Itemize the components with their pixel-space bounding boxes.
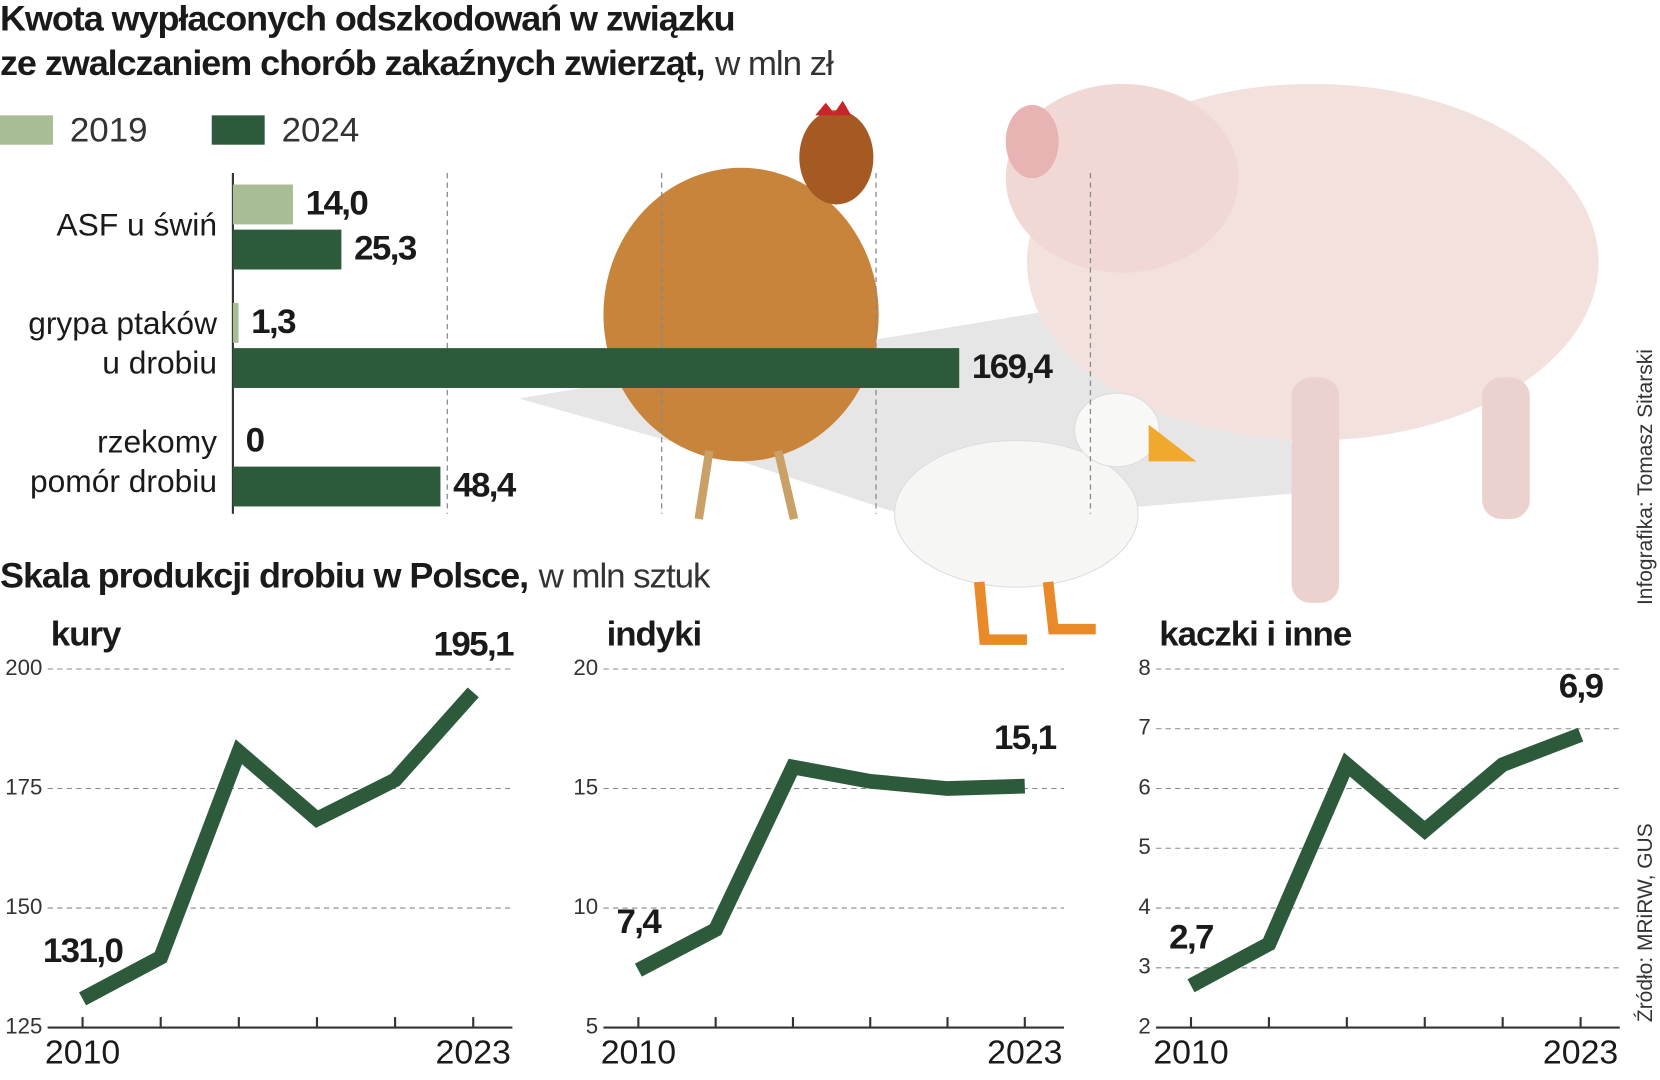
value-label: 48,4 — [453, 467, 517, 505]
chicken-head — [799, 110, 874, 205]
y-tick-label: 5 — [586, 1013, 598, 1038]
y-tick-label: 5 — [1138, 834, 1150, 859]
duck-body — [894, 439, 1139, 588]
value-label: 169,4 — [972, 348, 1054, 386]
x-tick-label: 2010 — [1153, 1034, 1228, 1072]
data-line — [79, 687, 479, 1006]
section-subtitle: w mln sztuk — [538, 558, 711, 596]
pig-head — [1005, 83, 1239, 273]
y-tick-label: 200 — [5, 655, 42, 680]
section-title: Skala produkcji drobiu w Polsce, w mln sz… — [0, 556, 711, 596]
legend-label: 2019 — [70, 111, 148, 149]
chicken-body — [603, 167, 879, 462]
category-label: u drobiu — [102, 345, 217, 381]
y-tick-label: 175 — [5, 774, 42, 799]
x-tick-label: 2023 — [987, 1034, 1062, 1072]
category-label: pomór drobiu — [30, 463, 217, 499]
y-tick-label: 3 — [1138, 954, 1150, 979]
y-tick-label: 20 — [573, 655, 598, 680]
x-tick-label: 2010 — [601, 1034, 676, 1072]
value-label: 0 — [246, 422, 264, 460]
value-label: 131,0 — [43, 932, 123, 970]
value-label: 195,1 — [434, 626, 515, 664]
category-label: rzekomy — [97, 424, 217, 460]
category-label: ASF u świń — [56, 206, 217, 242]
chart-title: ze zwalczaniem chorób zakaźnych zwierząt… — [0, 44, 834, 84]
panel-title: indyki — [607, 616, 702, 654]
y-tick-label: 8 — [1138, 655, 1150, 680]
value-label: 6,9 — [1559, 668, 1604, 706]
bar — [232, 229, 342, 270]
y-tick-label: 125 — [5, 1013, 42, 1038]
bar — [232, 348, 960, 388]
legend-swatch — [211, 115, 265, 145]
legend-label: 2024 — [282, 111, 360, 149]
duck-legs — [974, 581, 1096, 645]
value-label: 15,1 — [994, 719, 1057, 757]
chicken-legs — [694, 449, 799, 520]
x-tick-label: 2010 — [45, 1034, 120, 1072]
panel-title: kury — [51, 616, 122, 654]
credit: Infografika: Tomasz Sitarski — [1634, 349, 1657, 605]
pig-snout — [1005, 104, 1059, 179]
chart-subtitle: w mln zł — [714, 45, 834, 83]
bar — [232, 466, 441, 507]
value-label: 14,0 — [306, 185, 368, 223]
y-tick-label: 4 — [1138, 894, 1150, 919]
x-tick-label: 2023 — [1543, 1034, 1618, 1072]
legend-swatch — [0, 115, 53, 145]
bar — [232, 184, 293, 225]
chart-title: ze zwalczaniem chorób zakaźnych zwierząt… — [0, 44, 705, 84]
data-line — [1187, 727, 1584, 993]
pig-leg — [1482, 377, 1530, 520]
x-tick-label: 2023 — [436, 1034, 511, 1072]
y-tick-label: 7 — [1138, 715, 1150, 740]
value-label: 1,3 — [251, 303, 296, 341]
value-label: 2,7 — [1169, 919, 1213, 957]
section-title: Skala produkcji drobiu w Polsce, — [0, 556, 528, 596]
pig-leg — [1291, 377, 1340, 603]
y-tick-label: 6 — [1138, 774, 1150, 799]
y-tick-label: 15 — [573, 774, 598, 799]
category-label: grypa ptaków — [28, 305, 217, 341]
y-tick-label: 10 — [573, 894, 598, 919]
illustrations — [518, 83, 1599, 645]
data-line — [634, 758, 1026, 977]
y-tick-label: 150 — [5, 894, 42, 919]
chart-title: Kwota wypłaconych odszkodowań w związku — [0, 0, 735, 38]
value-label: 25,3 — [354, 230, 417, 268]
y-tick-label: 2 — [1138, 1013, 1150, 1038]
chicken-comb — [815, 100, 852, 116]
bar — [232, 303, 239, 343]
panel-title: kaczki i inne — [1159, 616, 1352, 654]
duck-head — [1074, 392, 1160, 468]
source: Źródło: MRiRW, GUS — [1634, 823, 1657, 1022]
value-label: 7,4 — [616, 903, 662, 941]
